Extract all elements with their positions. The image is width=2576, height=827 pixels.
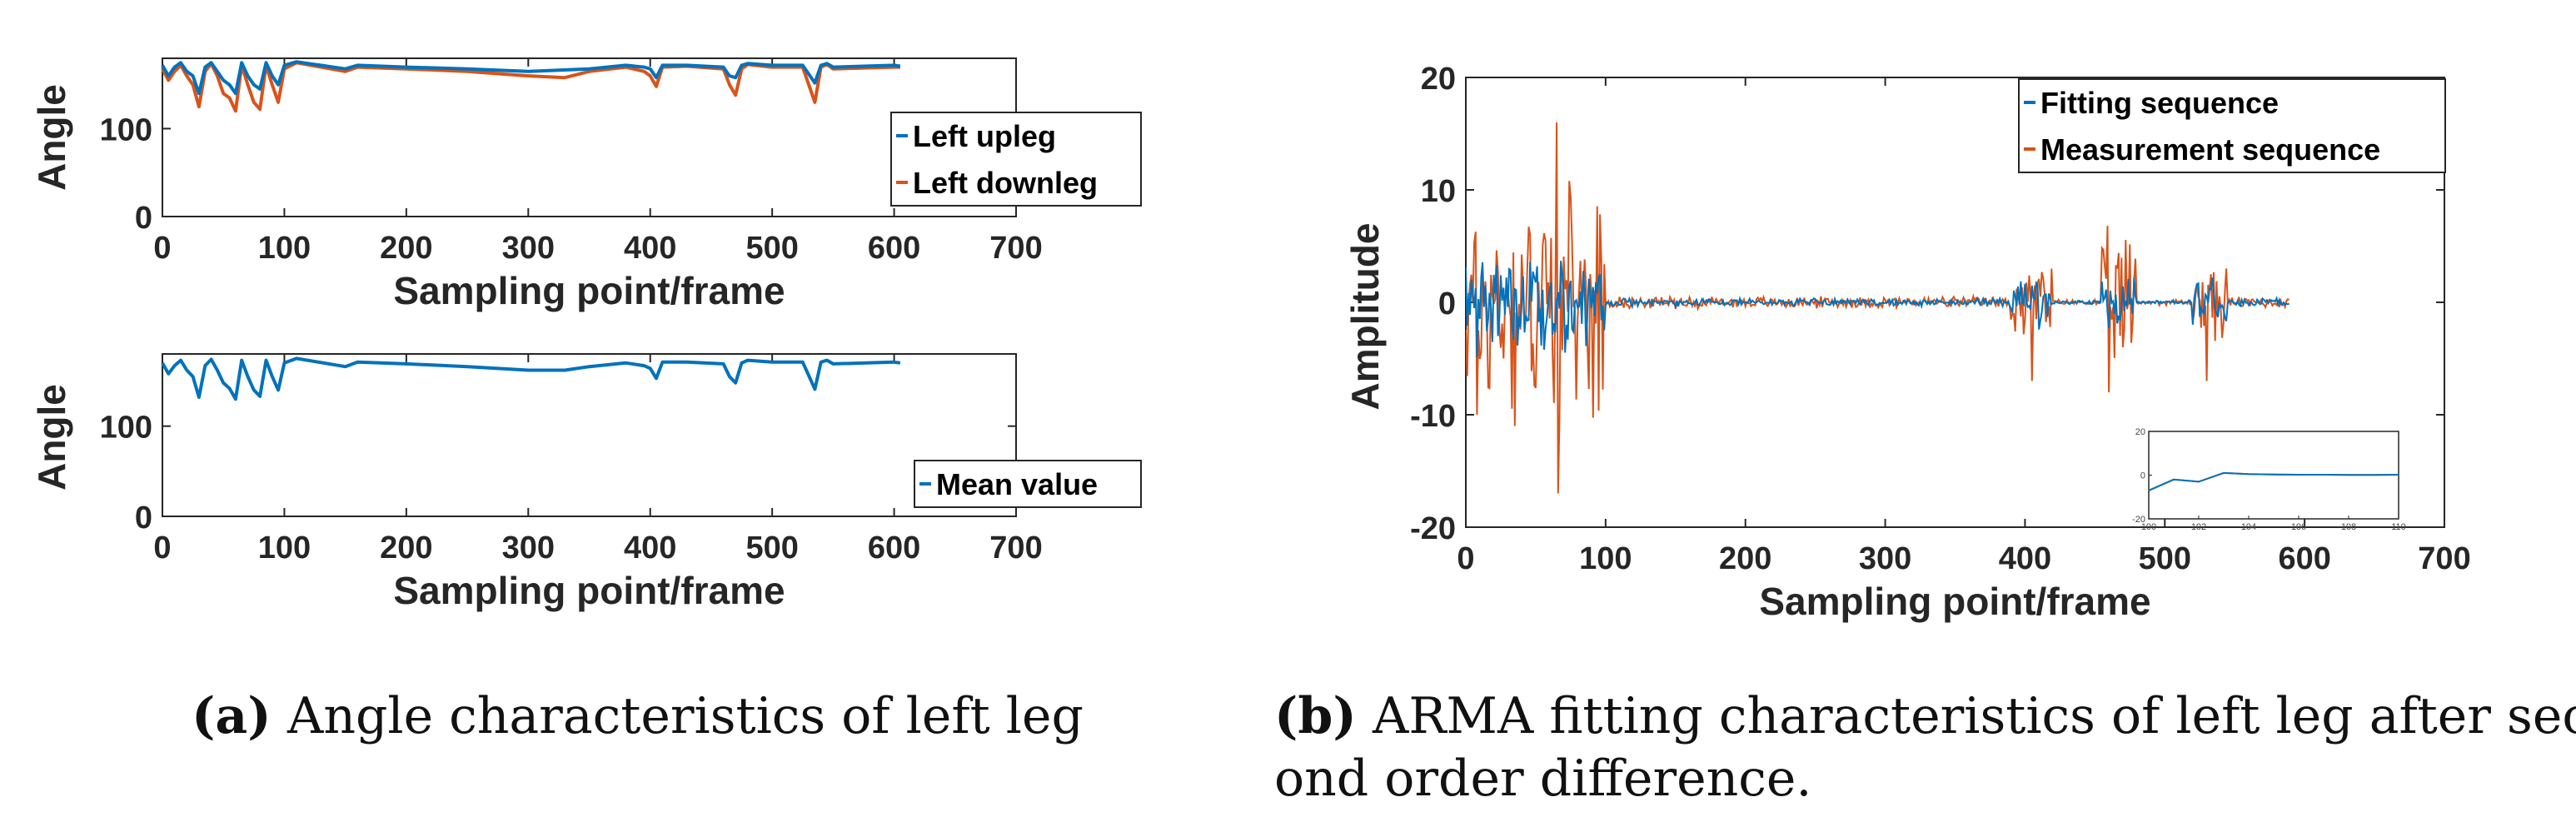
a-top-xtick-label: 600 — [868, 231, 920, 266]
a-top-ytick-label: 100 — [100, 112, 152, 147]
a-bottom-ytick-label: 100 — [100, 411, 152, 446]
b-main-xtick-label: 300 — [1859, 541, 1911, 576]
caption-b-text-line2: ond order difference. — [1274, 750, 1811, 808]
a-top-xtick-label: 700 — [989, 231, 1042, 266]
a-bottom-legend-label: Mean value — [936, 467, 1098, 501]
inset-xtick-label: 108 — [2341, 522, 2356, 532]
inset-xtick-label: 102 — [2191, 522, 2206, 532]
inset-xtick-label: 104 — [2241, 522, 2256, 532]
a-top-ylabel: Angle — [30, 84, 73, 191]
b-main-xtick-label: 0 — [1457, 541, 1474, 576]
a-bottom-xtick-label: 700 — [989, 531, 1042, 565]
a-bottom-series-line — [161, 356, 901, 401]
inset-ytick-label: 0 — [2140, 471, 2145, 481]
b-main-ytick-label: 20 — [1421, 62, 1456, 97]
a-top-series-line — [161, 60, 901, 96]
b-main-xtick-label: 600 — [2278, 541, 2330, 576]
a-bottom-xlabel: Sampling point/frame — [393, 569, 785, 612]
inset-xtick-label: 100 — [2141, 522, 2156, 532]
inset-ytick-label: -20 — [2132, 515, 2145, 525]
b-main-ytick-label: -10 — [1410, 399, 1456, 434]
a-top-xtick-label: 200 — [380, 231, 432, 266]
a-bottom-ylabel: Angle — [30, 384, 73, 491]
caption-b-label: (b) — [1274, 687, 1357, 745]
a-top-xtick-label: 0 — [153, 231, 171, 266]
a-top-xtick-label: 100 — [258, 231, 311, 266]
a-top-xtick-label: 300 — [502, 231, 555, 266]
b-main-ytick-label: 0 — [1438, 286, 1456, 321]
b-main-ytick-label: -20 — [1410, 511, 1456, 546]
a-bottom-ytick-label: 0 — [135, 501, 152, 536]
caption-b: (b) ARMA fitting characteristics of left… — [1274, 687, 2576, 808]
a-bottom-legend-box — [914, 460, 1142, 508]
inset-series-line — [2148, 471, 2399, 491]
b-main-xtick-label: 200 — [1719, 541, 1771, 576]
inset-xtick-label: 110 — [2391, 522, 2406, 532]
a-bottom-plot-area — [162, 353, 1017, 517]
b-main-xtick-label: 100 — [1579, 541, 1632, 576]
inset-ytick-label: 20 — [2135, 427, 2145, 437]
b-main-xtick-label: 400 — [1999, 541, 2051, 576]
a-top-plot-area — [162, 57, 1017, 217]
caption-b-text-line1: ARMA fitting characteristics of left leg… — [1372, 687, 2576, 745]
a-top-xtick-label: 400 — [624, 231, 676, 266]
a-top-xlabel: Sampling point/frame — [393, 269, 785, 312]
a-top-legend-box — [890, 112, 1142, 207]
a-top-legend-label: Left downleg — [913, 166, 1098, 200]
b-main-ytick-label: 10 — [1421, 174, 1456, 209]
chart-a-bottom: 0 100 200 300 400 500 600 700 0 100 Sampling point… — [30, 353, 1142, 612]
a-bottom-xtick-label: 500 — [745, 531, 798, 565]
caption-a-text: Angle characteristics of left leg — [286, 687, 1084, 745]
a-bottom-xtick-label: 400 — [624, 531, 676, 565]
b-main-legend-label: Measurement sequence — [2040, 132, 2380, 167]
b-main-xtick-label: 500 — [2139, 541, 2191, 576]
b-main-ylabel: Amplitude — [1343, 223, 1387, 411]
b-main-xlabel: Sampling point/frame — [1759, 580, 2150, 623]
a-bottom-xtick-label: 200 — [380, 531, 432, 565]
b-main-legend-label: Fitting sequence — [2040, 86, 2279, 120]
chart-a-top: 0 100 200 300 400 500 600 700 0 100 Sampling point… — [30, 57, 1142, 312]
a-top-legend-label: Left upleg — [913, 119, 1056, 153]
a-top-ytick-label: 0 — [135, 201, 152, 236]
b-main-legend-box — [2018, 78, 2446, 173]
b-main-series-line — [1466, 261, 2290, 357]
caption-a: (a) Angle characteristics of left leg — [192, 687, 1084, 745]
a-bottom-xtick-label: 300 — [502, 531, 555, 565]
a-top-xtick-label: 500 — [745, 231, 798, 266]
b-main-xtick-label: 700 — [2418, 541, 2470, 576]
a-bottom-xtick-label: 100 — [258, 531, 311, 565]
a-bottom-xtick-label: 0 — [153, 531, 171, 565]
inset-xtick-label: 106 — [2291, 522, 2306, 532]
a-bottom-xtick-label: 600 — [868, 531, 920, 565]
caption-a-label: (a) — [192, 687, 272, 745]
chart-b-main: 0 100 200 300 400 500 600 700-20-1001020Samplin… — [1343, 62, 2471, 623]
